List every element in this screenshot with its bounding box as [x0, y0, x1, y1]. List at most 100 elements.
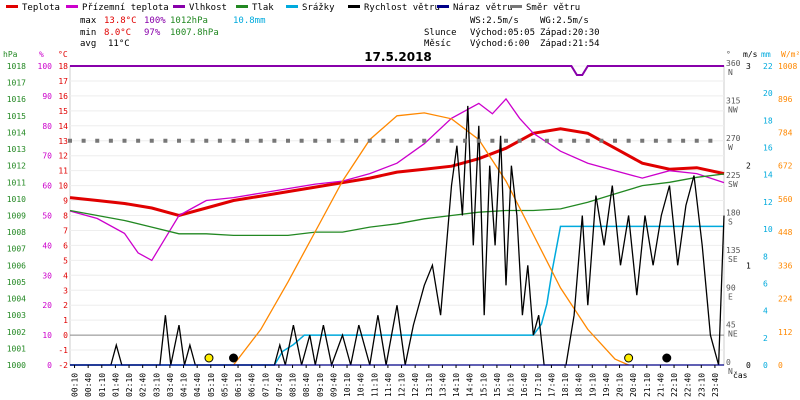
wind-dir-point: [272, 138, 277, 143]
legend-label: Náraz větru: [453, 3, 513, 13]
x-tick-label: 07:10: [261, 373, 270, 397]
stats-min-temp: 8.0°C: [104, 28, 131, 38]
tick-wind-dir: 315: [726, 96, 741, 105]
wind-dir-point: [381, 138, 386, 143]
tick-rain: 20: [763, 89, 773, 98]
tick-rain: 22: [763, 62, 773, 71]
wind-dir-point: [422, 138, 427, 143]
stats-max-hum: 100%: [144, 16, 166, 26]
wind-dir-point: [95, 138, 100, 143]
x-tick-label: 12:40: [411, 373, 420, 397]
unit-ms: m/s: [743, 50, 758, 59]
stats-max-label: max: [80, 16, 97, 26]
unit-pct: %: [39, 50, 44, 59]
moon-rise: Východ:6:00: [470, 39, 530, 49]
x-tick-label: 21:10: [643, 373, 652, 397]
sun-set: Západ:20:30: [540, 28, 600, 38]
legend-swatch: [510, 5, 522, 8]
wind-dir-point: [490, 138, 495, 143]
x-tick-label: 02:40: [139, 373, 148, 397]
x-axis-ticks: 00:10 00:40 01:10 01:40 02:10 02:40 03:10 03:40…: [71, 365, 720, 397]
tick-temperature: -2: [58, 361, 68, 370]
tick-humidity: 40: [42, 241, 52, 250]
x-tick-label: 05:10: [207, 373, 216, 397]
tick-temperature: 1: [63, 316, 68, 325]
stats-max-temp: 13.8°C: [104, 16, 137, 26]
tick-rain: 8: [763, 252, 768, 261]
series-line: [69, 97, 725, 262]
x-tick-label: 13:40: [438, 373, 447, 397]
tick-temperature: 15: [58, 107, 68, 116]
wind-ws: WS:2.5m/s: [470, 16, 519, 26]
x-tick-label: 21:40: [656, 373, 665, 397]
x-tick-label: 17:40: [547, 373, 556, 397]
tick-pressure: 1000: [7, 361, 26, 370]
x-tick-label: 23:10: [697, 373, 706, 397]
legend-swatch: [6, 5, 18, 8]
tick-wind-dir-label: SW: [728, 180, 738, 189]
tick-pressure: 1004: [7, 295, 26, 304]
wind-dir-point: [68, 138, 72, 143]
wind-dir-point: [544, 138, 549, 143]
wind-dir-point: [640, 138, 645, 143]
unit-deg: °: [726, 50, 731, 59]
tick-wind-dir-label: E: [728, 292, 733, 301]
tick-temperature: 2: [63, 301, 68, 310]
tick-solar: 0: [778, 361, 783, 370]
wind-dir-point: [395, 138, 399, 143]
x-tick-label: 22:10: [670, 373, 679, 397]
tick-pressure: 1015: [7, 112, 26, 121]
tick-wind-dir-label: NE: [728, 330, 738, 339]
tick-wind-dir: 0: [726, 358, 731, 367]
x-tick-label: 16:10: [507, 373, 516, 397]
x-tick-label: 08:40: [302, 373, 311, 397]
sun-rise: Východ:05:05: [470, 28, 535, 38]
tick-temperature: 10: [58, 182, 68, 191]
tick-rain: 6: [763, 279, 768, 288]
legend-swatch: [348, 5, 360, 8]
wind-dir-point: [340, 138, 345, 143]
tick-humidity: 50: [42, 212, 52, 221]
tick-wind-dir: 135: [726, 246, 741, 255]
tick-rain: 12: [763, 198, 773, 207]
wind-dir-point: [531, 138, 536, 143]
x-tick-label: 19:40: [602, 373, 611, 397]
tick-temperature: 14: [58, 122, 68, 131]
tick-pressure: 1014: [7, 128, 26, 137]
legend-swatch: [66, 5, 78, 8]
wind-dir-point: [149, 138, 154, 143]
tick-wind-speed: 0: [746, 361, 751, 370]
x-tick-label: 09:40: [329, 373, 338, 397]
x-tick-label: 05:40: [220, 373, 229, 397]
wind-dir-point: [476, 138, 481, 143]
tick-humidity: 100: [38, 62, 53, 71]
wind-dir-point: [517, 138, 522, 143]
series-line: [70, 65, 724, 76]
wind-dir-point: [408, 138, 413, 143]
tick-temperature: 5: [63, 256, 68, 265]
tick-temperature: 3: [63, 286, 68, 295]
stats-min-label: min: [80, 28, 96, 38]
series-line: [70, 105, 725, 368]
x-tick-label: 20:40: [629, 373, 638, 397]
tick-rain: 16: [763, 144, 773, 153]
x-tick-label: 11:40: [384, 373, 393, 397]
tick-wind-dir: 45: [726, 321, 736, 330]
tick-solar: 672: [778, 162, 793, 171]
tick-wind-dir-label: N: [728, 68, 733, 77]
wind-dir-point: [163, 138, 168, 143]
sun-label: Slunce: [424, 28, 457, 38]
tick-temperature: 11: [58, 167, 68, 176]
axis-unit-labels: hPa % °C ° m/s mm W/m² čas: [3, 50, 800, 380]
stats-max-press: 1012hPa: [170, 16, 208, 26]
unit-hpa: hPa: [3, 50, 18, 59]
x-tick-label: 00:40: [84, 373, 93, 397]
tick-rain: 10: [763, 225, 773, 234]
moon-label: Měsíc: [424, 39, 451, 49]
tick-solar: 896: [778, 95, 793, 104]
tick-humidity: 30: [42, 271, 52, 280]
wind-dir-point: [667, 138, 672, 143]
legend-label: Přízemní teplota: [82, 3, 169, 13]
tick-temperature: 6: [63, 241, 68, 250]
wind-dir-point: [572, 138, 577, 143]
